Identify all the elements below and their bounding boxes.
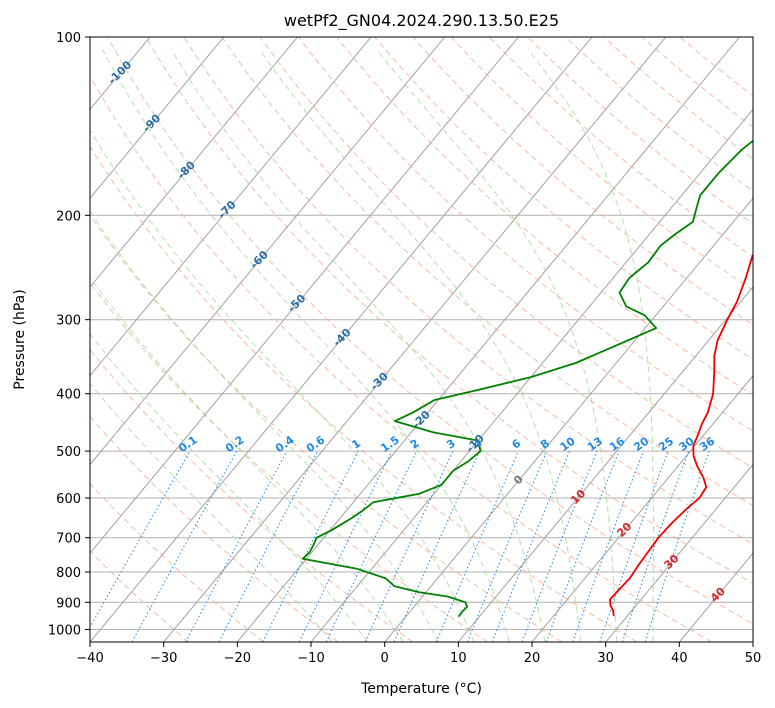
x-tick-label: 40 xyxy=(671,651,688,666)
x-tick-label: 10 xyxy=(450,651,467,666)
isotherm-line xyxy=(457,286,753,642)
y-tick-label: 1000 xyxy=(48,623,81,638)
x-tick-label: 20 xyxy=(524,651,541,666)
isotherm-line xyxy=(752,641,753,642)
isotherm-line xyxy=(531,375,753,642)
x-tick-label: 50 xyxy=(745,651,762,666)
mixing-ratio-line xyxy=(393,450,481,642)
dry-adiabat-line xyxy=(90,145,638,642)
chart-title: wetPf2_GN04.2024.290.13.50.E25 xyxy=(284,11,559,31)
isotherm-line xyxy=(163,37,667,642)
x-tick-label: 30 xyxy=(597,651,614,666)
isotherm-line xyxy=(90,37,446,466)
x-tick-label: −30 xyxy=(150,651,177,666)
plot-frame xyxy=(89,36,754,643)
dry-adiabat-line xyxy=(336,37,753,396)
isotherm-line xyxy=(0,37,3,642)
y-tick-label: 800 xyxy=(56,566,81,581)
dry-adiabat-line xyxy=(565,37,753,192)
mixing-ratio-line xyxy=(644,450,710,642)
dry-adiabat-line xyxy=(603,37,753,160)
mixing-ratio-line xyxy=(185,450,288,642)
x-tick-label: 0 xyxy=(381,651,389,666)
mixing-ratio-line xyxy=(131,450,238,642)
y-tick-label: 400 xyxy=(56,388,81,403)
y-tick-label: 700 xyxy=(56,532,81,547)
y-tick-label: 200 xyxy=(56,209,81,224)
moist-adiabat-line xyxy=(170,49,546,642)
moist-adiabat-line xyxy=(102,49,510,642)
y-tick-label: 900 xyxy=(56,596,81,611)
y-tick-label: 300 xyxy=(56,314,81,329)
dry-adiabat-line xyxy=(298,37,753,432)
x-tick-label: −40 xyxy=(76,651,103,666)
dry-adiabat-line xyxy=(145,37,753,584)
dry-adiabat-line xyxy=(90,74,712,642)
mixing-ratio-line xyxy=(545,450,620,642)
dry-adiabat-line xyxy=(183,37,753,545)
mixing-ratio-line xyxy=(599,450,669,642)
plot-background xyxy=(90,37,753,642)
dry-adiabat-line xyxy=(450,37,753,292)
temperature-profile-line xyxy=(609,253,753,617)
dry-adiabat-line xyxy=(259,37,753,469)
moist-adiabat-line xyxy=(90,128,475,642)
dry-adiabat-line xyxy=(90,415,339,642)
isotherm-line xyxy=(90,37,519,554)
mixing-ratio-line xyxy=(621,450,690,642)
mixing-ratio-line xyxy=(90,450,191,629)
x-axis-label: Temperature (°C) xyxy=(360,681,482,697)
y-tick-label: 500 xyxy=(56,445,81,460)
moist-adiabat-line xyxy=(90,210,439,642)
dewpoint-profile-line xyxy=(301,139,753,618)
mixing-ratio-line xyxy=(435,450,519,642)
dry-adiabat-line xyxy=(412,37,753,326)
dry-adiabat-line xyxy=(90,482,264,642)
mixing-ratio-line xyxy=(491,450,571,642)
isotherm-line xyxy=(236,37,740,642)
isotherm-line xyxy=(90,37,298,288)
isotherm-line xyxy=(605,463,753,642)
dry-adiabat-line xyxy=(90,281,488,642)
isotherm-line xyxy=(384,197,753,642)
dry-adiabat-line xyxy=(374,37,753,361)
moist-adiabat-line xyxy=(259,49,582,642)
x-tick-label: −20 xyxy=(224,651,251,666)
moist-adiabat-line xyxy=(90,382,333,642)
isotherm-line xyxy=(90,37,225,199)
mixing-ratio-line xyxy=(467,450,548,642)
y-tick-label: 100 xyxy=(56,31,81,46)
moist-adiabat-line xyxy=(90,276,404,642)
isotherm-line xyxy=(90,37,593,642)
dry-adiabat-line xyxy=(107,37,753,625)
mixing-ratio-line xyxy=(572,450,644,642)
moist-adiabat-line xyxy=(527,49,654,642)
mixing-ratio-line xyxy=(262,450,359,642)
x-tick-label: −10 xyxy=(297,651,324,666)
y-axis-label: Pressure (hPa) xyxy=(12,289,28,389)
moist-adiabat-line xyxy=(90,333,369,642)
mixing-ratio-line xyxy=(521,450,598,642)
y-tick-label: 600 xyxy=(56,492,81,507)
isotherm-line xyxy=(90,37,372,377)
